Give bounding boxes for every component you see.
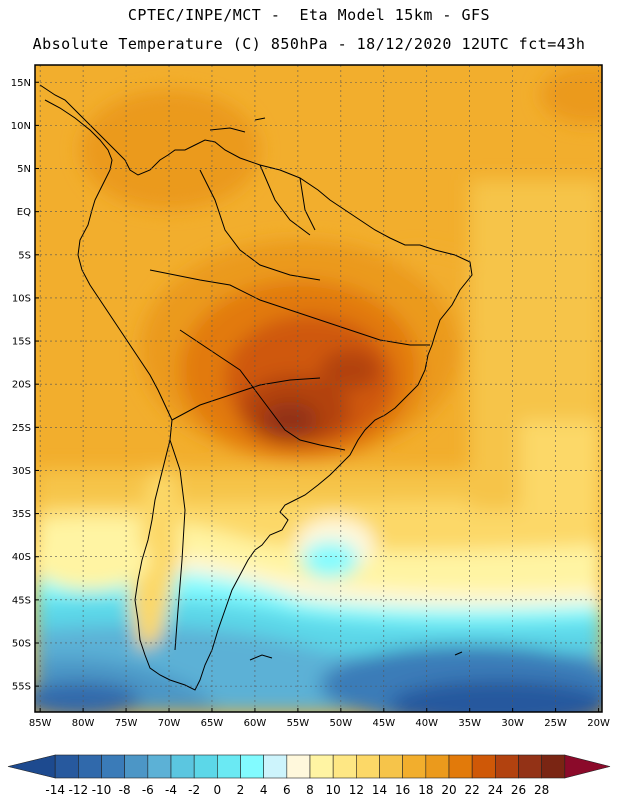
colorbar-label: 4 — [260, 783, 268, 797]
colorbar: -14 -12 -10 -8 -6 -4 -2 0 2 4 6 8 10 12 14 16 18 20 22 24 26… — [7, 754, 611, 797]
colorbar-label: 0 — [214, 783, 222, 797]
lon-label: 40W — [415, 718, 438, 729]
lat-label: 20S — [12, 380, 31, 391]
map-frame — [34, 64, 603, 713]
lon-label: 60W — [244, 718, 267, 729]
colorbar-label: -12 — [69, 783, 89, 797]
colorbar-swatch — [78, 754, 102, 779]
lat-label: 10N — [11, 121, 31, 132]
lat-label: EQ — [17, 207, 31, 218]
lon-label: 75W — [115, 718, 138, 729]
colorbar-swatch — [564, 754, 611, 779]
lat-label: 5N — [17, 164, 31, 175]
colorbar-label: 10 — [326, 783, 341, 797]
lon-label: 65W — [201, 718, 224, 729]
longitude-labels: 85W 80W 75W 70W 65W 60W 55W 50W 45W 40W 35W 30W 25W 2… — [29, 708, 610, 729]
colorbar-swatch — [7, 754, 56, 779]
lon-label: 20W — [587, 718, 610, 729]
colorbar-swatch — [379, 754, 403, 779]
title-line-2: Absolute Temperature (C) 850hPa - 18/12/… — [32, 35, 586, 53]
colorbar-label: 16 — [395, 783, 410, 797]
colorbar-label: 8 — [306, 783, 314, 797]
title-line-1: CPTEC/INPE/MCT - Eta Model 15km - GFS — [127, 6, 491, 24]
colorbar-label: 12 — [349, 783, 364, 797]
lon-label: 30W — [501, 718, 524, 729]
coastline — [39, 84, 473, 691]
colorbar-label: 2 — [237, 783, 245, 797]
colorbar-swatch — [356, 754, 380, 779]
colorbar-swatch — [286, 754, 311, 779]
colorbar-swatch — [332, 754, 357, 779]
colorbar-swatch — [495, 754, 519, 779]
lon-label: 50W — [330, 718, 353, 729]
colorbar-label: 28 — [534, 783, 549, 797]
lon-label: 45W — [372, 718, 395, 729]
colorbar-label: -6 — [142, 783, 154, 797]
colorbar-swatch — [101, 754, 125, 779]
colorbar-label: 20 — [441, 783, 456, 797]
colorbar-swatch — [193, 754, 218, 779]
colorbar-label: -2 — [188, 783, 200, 797]
lat-label: 5S — [18, 250, 31, 261]
lat-label: 10S — [12, 293, 31, 304]
lon-label: 35W — [458, 718, 481, 729]
lat-label: 55S — [12, 682, 31, 693]
colorbar-label: -10 — [92, 783, 112, 797]
colorbar-swatch — [425, 754, 450, 779]
colorbar-swatch — [54, 754, 79, 779]
colorbar-label: -4 — [165, 783, 177, 797]
colorbar-swatch — [263, 754, 288, 779]
colorbar-swatch — [448, 754, 473, 779]
lat-label: 15S — [12, 337, 31, 348]
colorbar-label: -14 — [45, 783, 65, 797]
colorbar-swatch — [402, 754, 427, 779]
latitude-labels: 15N 10N 5N EQ 5S 10S 15S 20S 25S 30S 35S 40S 45S 50S 5… — [11, 78, 39, 693]
lat-label: 45S — [12, 595, 31, 606]
lat-label: 40S — [12, 552, 31, 563]
lon-label: 80W — [72, 718, 95, 729]
lon-label: 25W — [544, 718, 567, 729]
colorbar-swatch — [518, 754, 542, 779]
colorbar-swatch — [309, 754, 334, 779]
colorbar-label: 18 — [418, 783, 433, 797]
colorbar-swatch — [240, 754, 264, 779]
colorbar-label: -8 — [119, 783, 131, 797]
colorbar-swatch — [471, 754, 496, 779]
colorbar-label: 26 — [511, 783, 526, 797]
colorbar-label: 22 — [465, 783, 480, 797]
lat-label: 30S — [12, 466, 31, 477]
lat-label: 25S — [12, 423, 31, 434]
lon-label: 70W — [158, 718, 181, 729]
lat-label: 50S — [12, 638, 31, 649]
temperature-field — [35, 65, 602, 712]
colorbar-swatch — [147, 754, 172, 779]
lat-label: 35S — [12, 509, 31, 520]
lat-label: 15N — [11, 78, 31, 89]
lon-label: 55W — [287, 718, 310, 729]
colorbar-swatch — [170, 754, 195, 779]
colorbar-swatch — [217, 754, 241, 779]
colorbar-swatch — [541, 754, 566, 779]
colorbar-label: 6 — [283, 783, 291, 797]
colorbar-label: 14 — [372, 783, 387, 797]
colorbar-swatch — [124, 754, 149, 779]
lon-label: 85W — [29, 718, 52, 729]
colorbar-label: 24 — [488, 783, 503, 797]
